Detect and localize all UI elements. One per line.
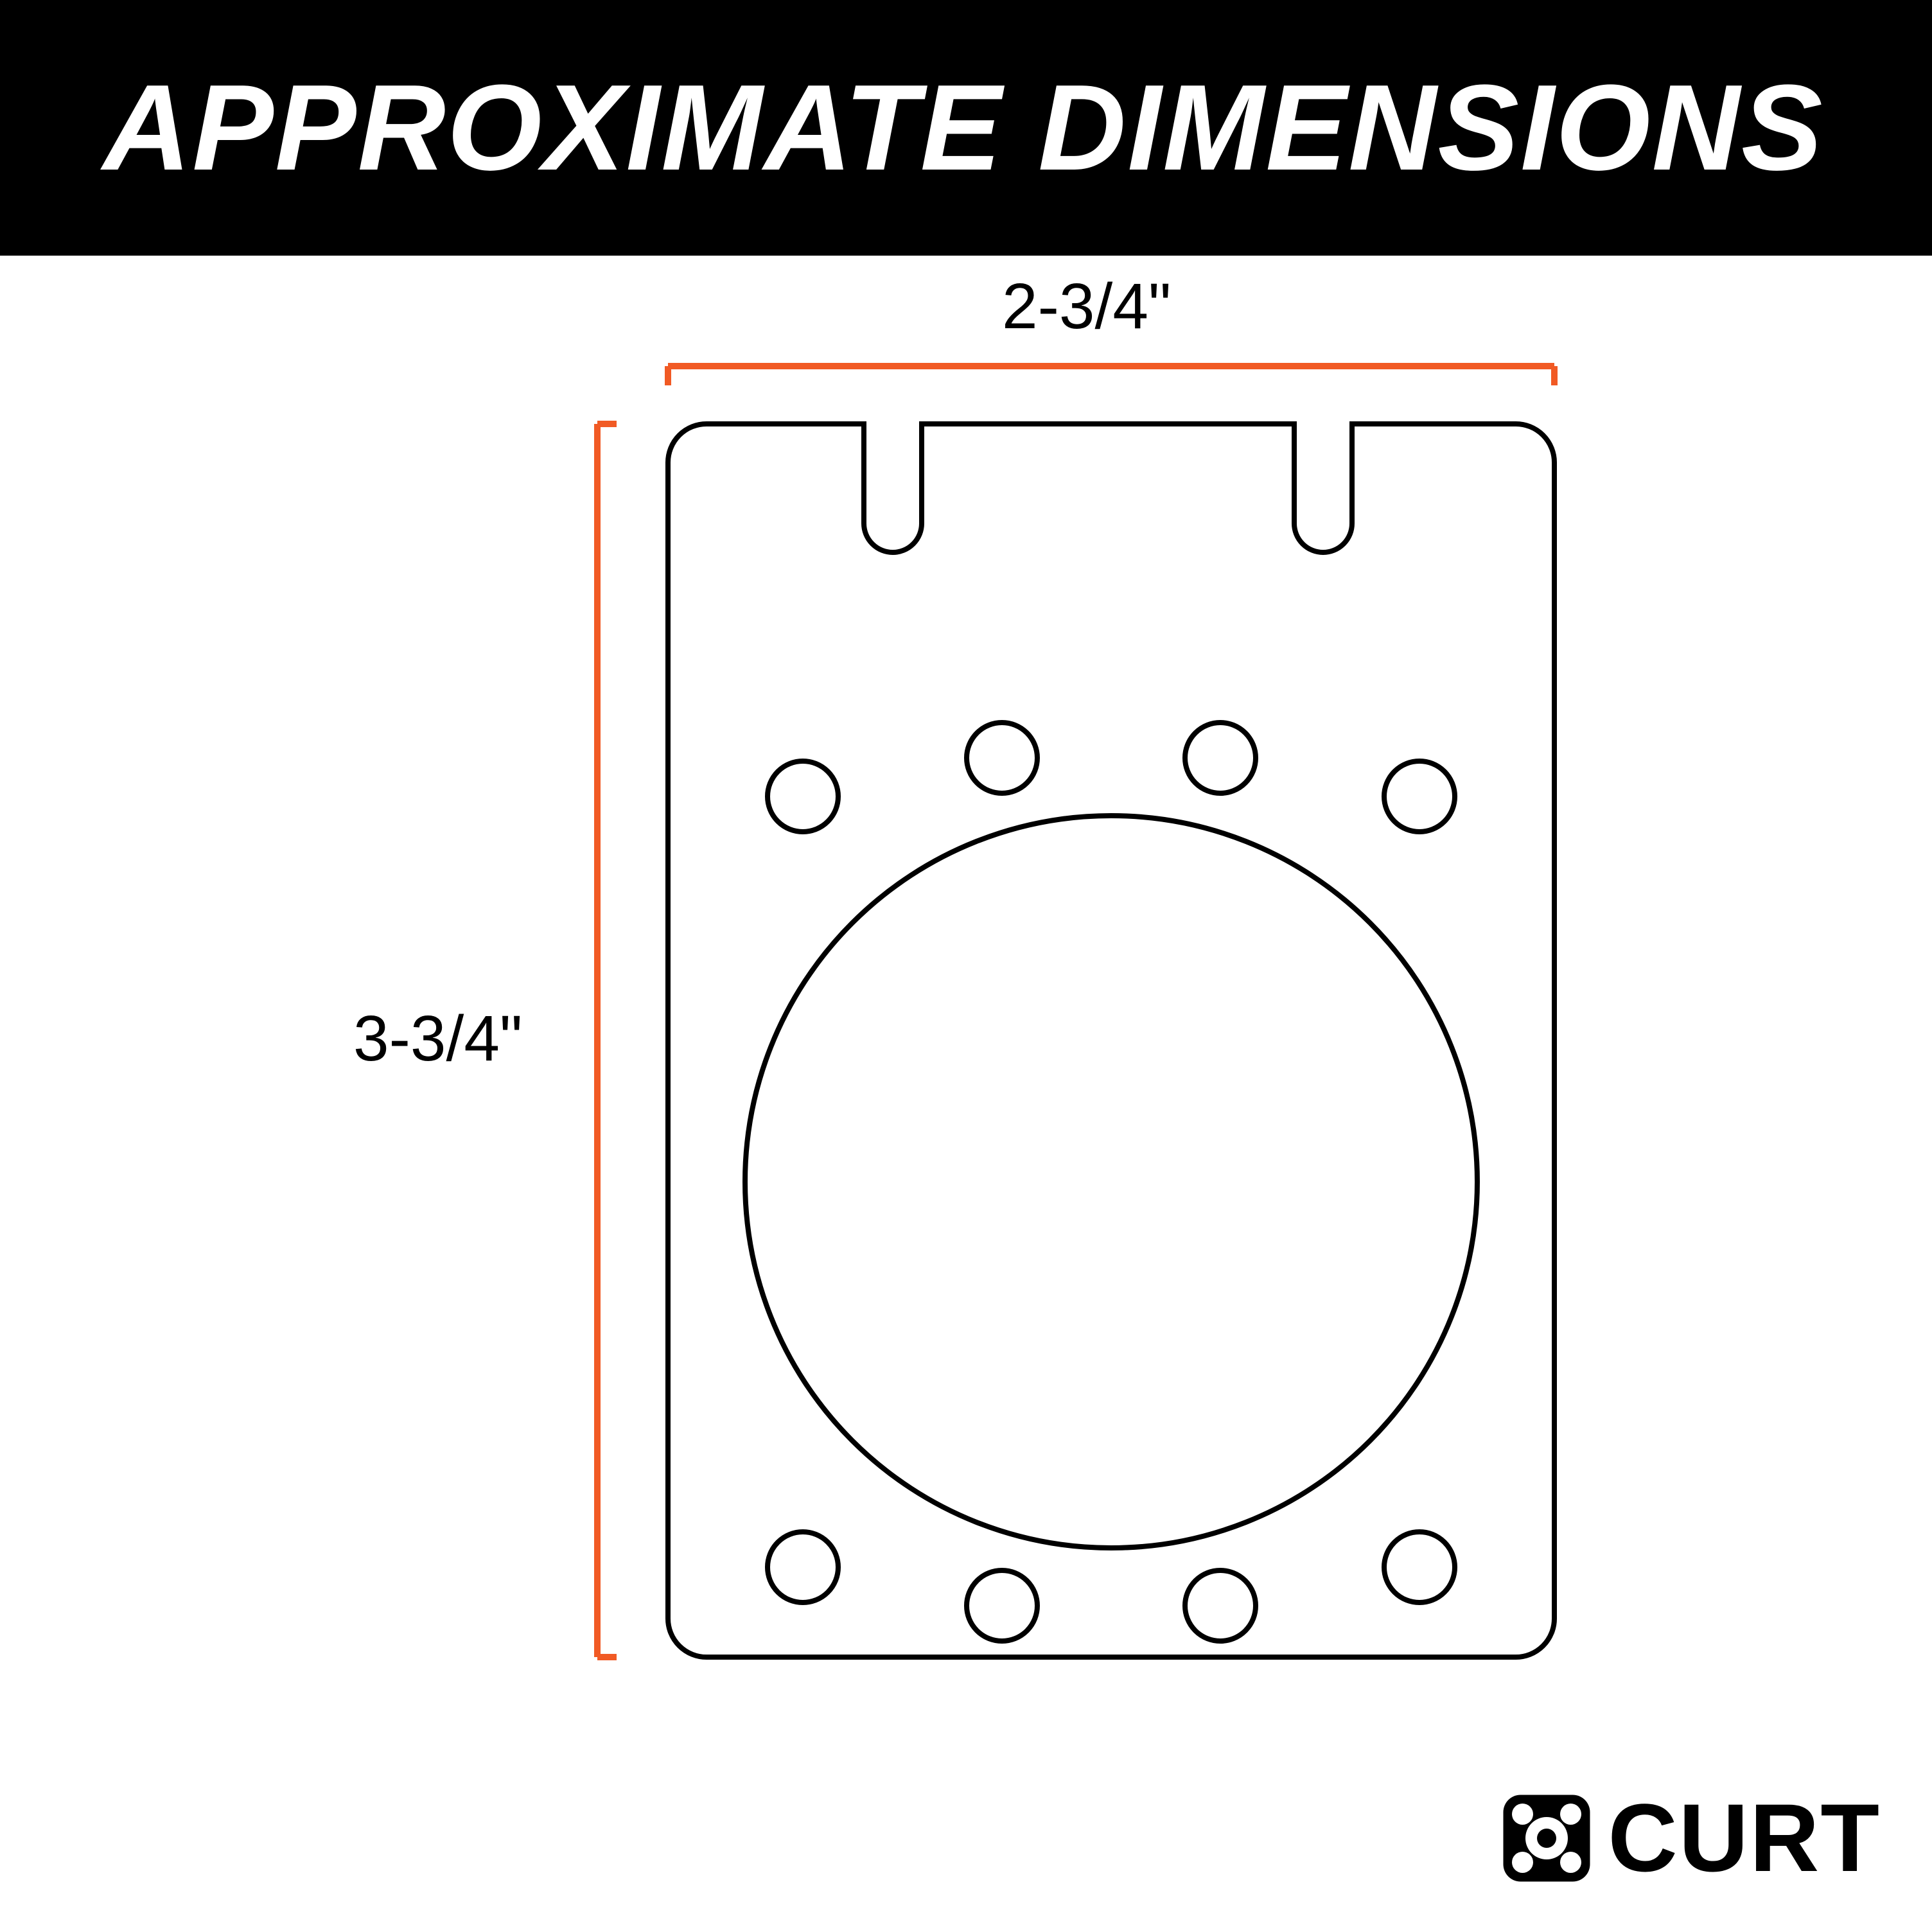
brand-logo: CURT (1498, 1782, 1881, 1893)
diagram-area: 2-3/4" 3-3/4" (0, 238, 1932, 1932)
header-bar: APPROXIMATE DIMENSIONS (0, 0, 1932, 256)
height-dimension-label: 3-3/4" (353, 1002, 522, 1076)
dimension-diagram (0, 238, 1932, 1932)
brand-icon (1498, 1790, 1595, 1886)
brand-name: CURT (1608, 1782, 1881, 1893)
width-dimension-label: 2-3/4" (1002, 270, 1171, 344)
header-title: APPROXIMATE DIMENSIONS (103, 60, 1824, 196)
